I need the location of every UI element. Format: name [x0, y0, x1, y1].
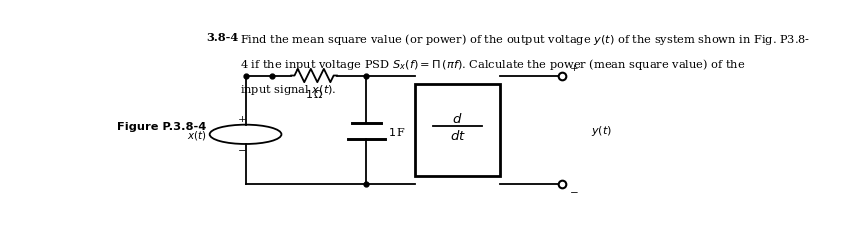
- Text: $dt$: $dt$: [450, 129, 466, 143]
- Text: 3.8-4: 3.8-4: [206, 32, 238, 42]
- Text: −: −: [238, 146, 247, 155]
- Text: $d$: $d$: [452, 111, 463, 125]
- Text: Figure P.3.8-4: Figure P.3.8-4: [117, 122, 206, 132]
- Text: Find the mean square value (or power) of the output voltage $y(t)$ of the system: Find the mean square value (or power) of…: [240, 32, 810, 47]
- Text: +: +: [238, 114, 247, 123]
- Text: 4 if the input voltage PSD $S_x(f) = \Pi\,(\pi f)$. Calculate the power (mean sq: 4 if the input voltage PSD $S_x(f) = \Pi…: [240, 57, 746, 72]
- Text: −: −: [570, 188, 578, 197]
- Text: +: +: [570, 64, 578, 73]
- Text: $x(t)$: $x(t)$: [187, 128, 206, 141]
- Bar: [415, 85, 500, 176]
- Text: $1\,$F: $1\,$F: [388, 126, 407, 137]
- Text: input signal $x(t)$.: input signal $x(t)$.: [240, 82, 337, 96]
- Text: $y(t)$: $y(t)$: [591, 123, 612, 137]
- Text: $1\,\Omega$: $1\,\Omega$: [305, 88, 323, 99]
